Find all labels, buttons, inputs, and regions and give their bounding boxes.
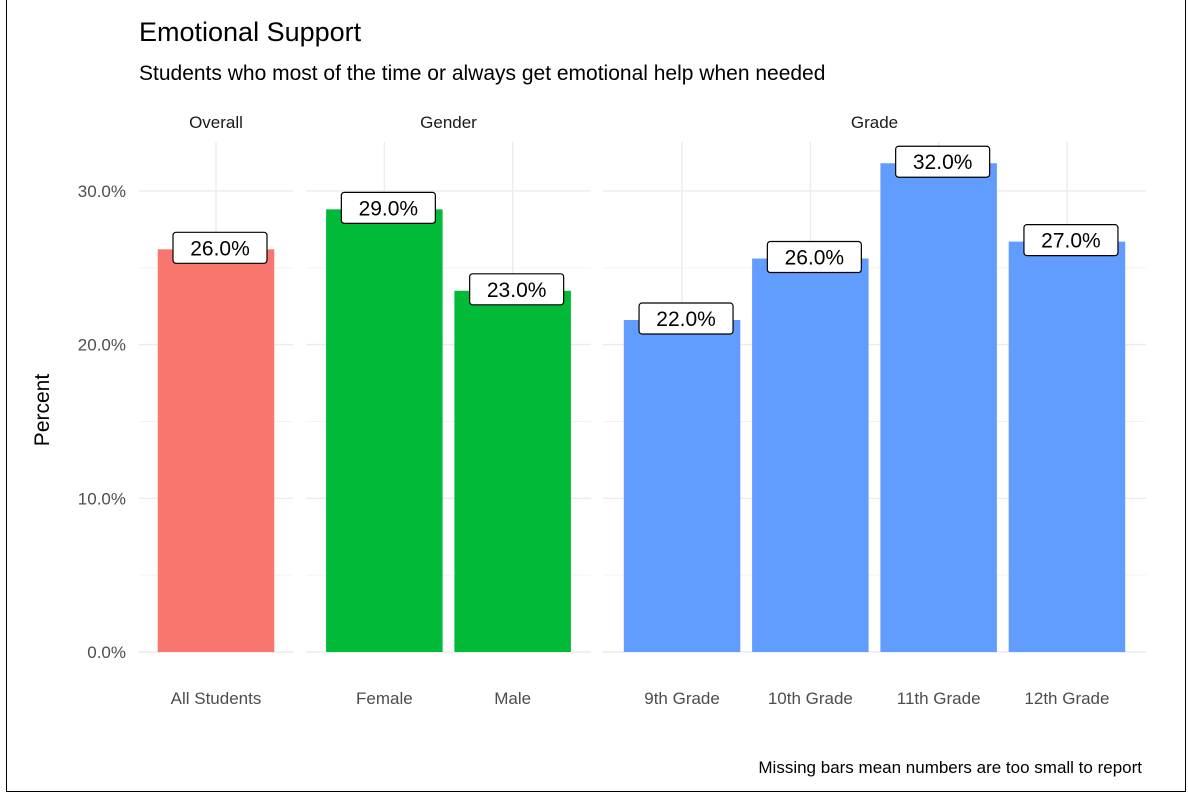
y-tick-label: 30.0% xyxy=(78,182,126,201)
bar xyxy=(752,258,869,652)
facet-panel-gender: Gender Female 29.0% Male 23.0% xyxy=(306,113,591,708)
data-label: 29.0% xyxy=(359,197,419,220)
data-label-box xyxy=(172,231,268,264)
y-tick-label: 20.0% xyxy=(78,336,126,355)
facet-panel-overall: Overall All Students 26.0% xyxy=(139,113,293,708)
y-tick-label: 10.0% xyxy=(78,489,126,508)
data-label: 26.0% xyxy=(190,237,250,260)
chart-frame xyxy=(6,0,1186,792)
facet-strip-label: Overall xyxy=(189,113,243,132)
chart-caption: Missing bars mean numbers are too small … xyxy=(758,758,1142,777)
data-label-box xyxy=(638,302,734,335)
data-label: 27.0% xyxy=(1041,230,1101,253)
data-label: 32.0% xyxy=(913,151,973,174)
facet-panel-grade: Grade 9th Grade 22.0% 10th Grade 26.0% 11th G… xyxy=(603,113,1146,708)
chart-title: Emotional Support xyxy=(139,17,362,47)
x-tick-label: 10th Grade xyxy=(768,689,853,708)
facet-strip-label: Grade xyxy=(851,113,898,132)
data-label-box xyxy=(766,240,862,274)
bar xyxy=(623,320,741,652)
data-label: 22.0% xyxy=(656,308,716,331)
data-label-box xyxy=(469,273,565,306)
x-tick-label: Female xyxy=(356,689,413,708)
y-axis-ticks: 0.0% 10.0% 20.0% 30.0% xyxy=(78,182,126,662)
data-label: 23.0% xyxy=(487,279,547,302)
data-label-box xyxy=(1023,224,1119,257)
data-label-box xyxy=(340,191,436,224)
bar xyxy=(157,249,275,652)
x-tick-label: All Students xyxy=(171,689,262,708)
facet-strip-label: Gender xyxy=(420,113,477,132)
facet-panels: Overall All Students 26.0% Gender Female 29.0… xyxy=(139,113,1146,708)
chart-subtitle: Students who most of the time or always … xyxy=(139,62,825,85)
y-tick-label: 0.0% xyxy=(87,643,126,662)
bar xyxy=(326,209,443,652)
x-tick-label: 9th Grade xyxy=(644,689,720,708)
data-label-box xyxy=(895,145,991,178)
bar xyxy=(880,163,997,652)
y-axis-label: Percent xyxy=(31,374,54,447)
bar xyxy=(454,290,571,652)
x-tick-label: Male xyxy=(494,689,531,708)
x-tick-label: 12th Grade xyxy=(1024,689,1109,708)
data-label: 26.0% xyxy=(785,247,845,270)
bar xyxy=(1008,241,1126,652)
x-tick-label: 11th Grade xyxy=(897,689,981,708)
